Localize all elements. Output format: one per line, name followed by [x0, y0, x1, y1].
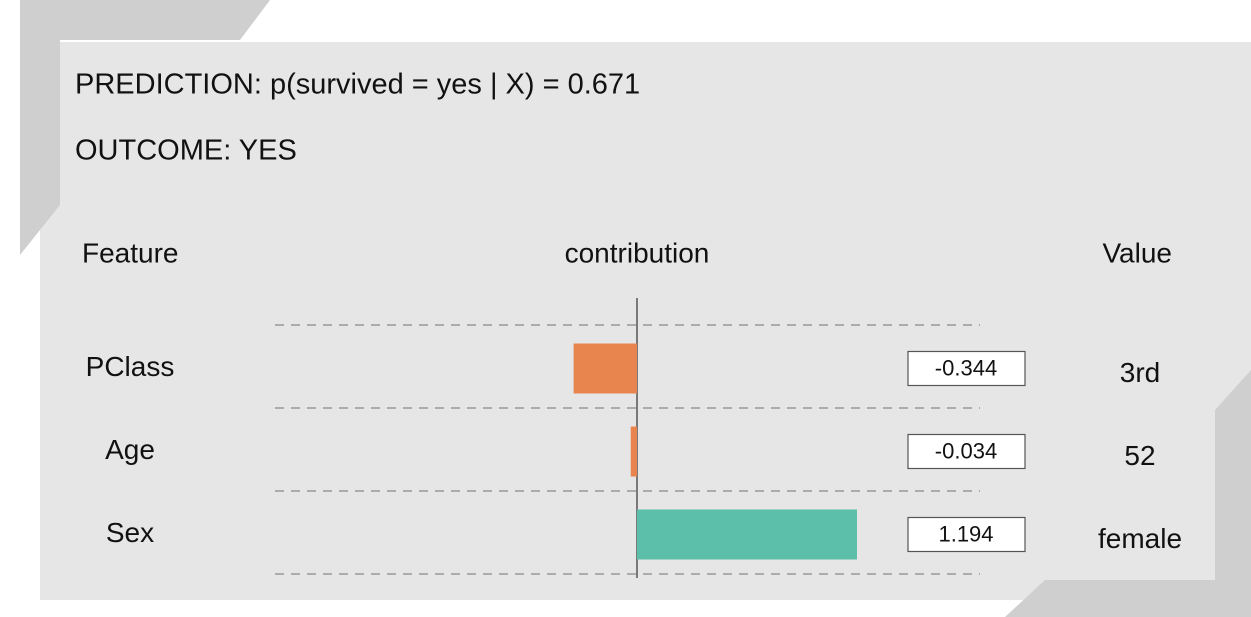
panel — [40, 42, 1251, 600]
outcome-subtitle: OUTCOME: YES — [75, 135, 297, 167]
feature-label: Age — [105, 434, 155, 465]
contribution-box — [907, 350, 1026, 387]
feature-value: 52 — [1124, 440, 1155, 471]
feature-label: PClass — [86, 351, 175, 382]
contribution-value: -0.034 — [935, 438, 997, 463]
feature-value: female — [1098, 523, 1182, 554]
value-header: Value — [1102, 237, 1172, 268]
feature-label: Sex — [106, 517, 154, 548]
contribution-box — [907, 433, 1026, 470]
bar — [637, 509, 857, 560]
feature-header: Feature — [82, 237, 179, 268]
contribution-value: -0.344 — [935, 355, 997, 380]
feature-value: 3rd — [1120, 357, 1160, 388]
contribution-value: 1.194 — [938, 521, 993, 546]
prediction-title: PREDICTION: p(survived = yes | X) = 0.67… — [75, 69, 640, 101]
bar — [630, 426, 637, 477]
contribution-header: contribution — [565, 237, 710, 268]
bar — [573, 343, 637, 394]
contribution-box — [907, 516, 1026, 553]
corner-decoration — [20, 0, 270, 255]
corner-decoration — [1005, 370, 1251, 617]
